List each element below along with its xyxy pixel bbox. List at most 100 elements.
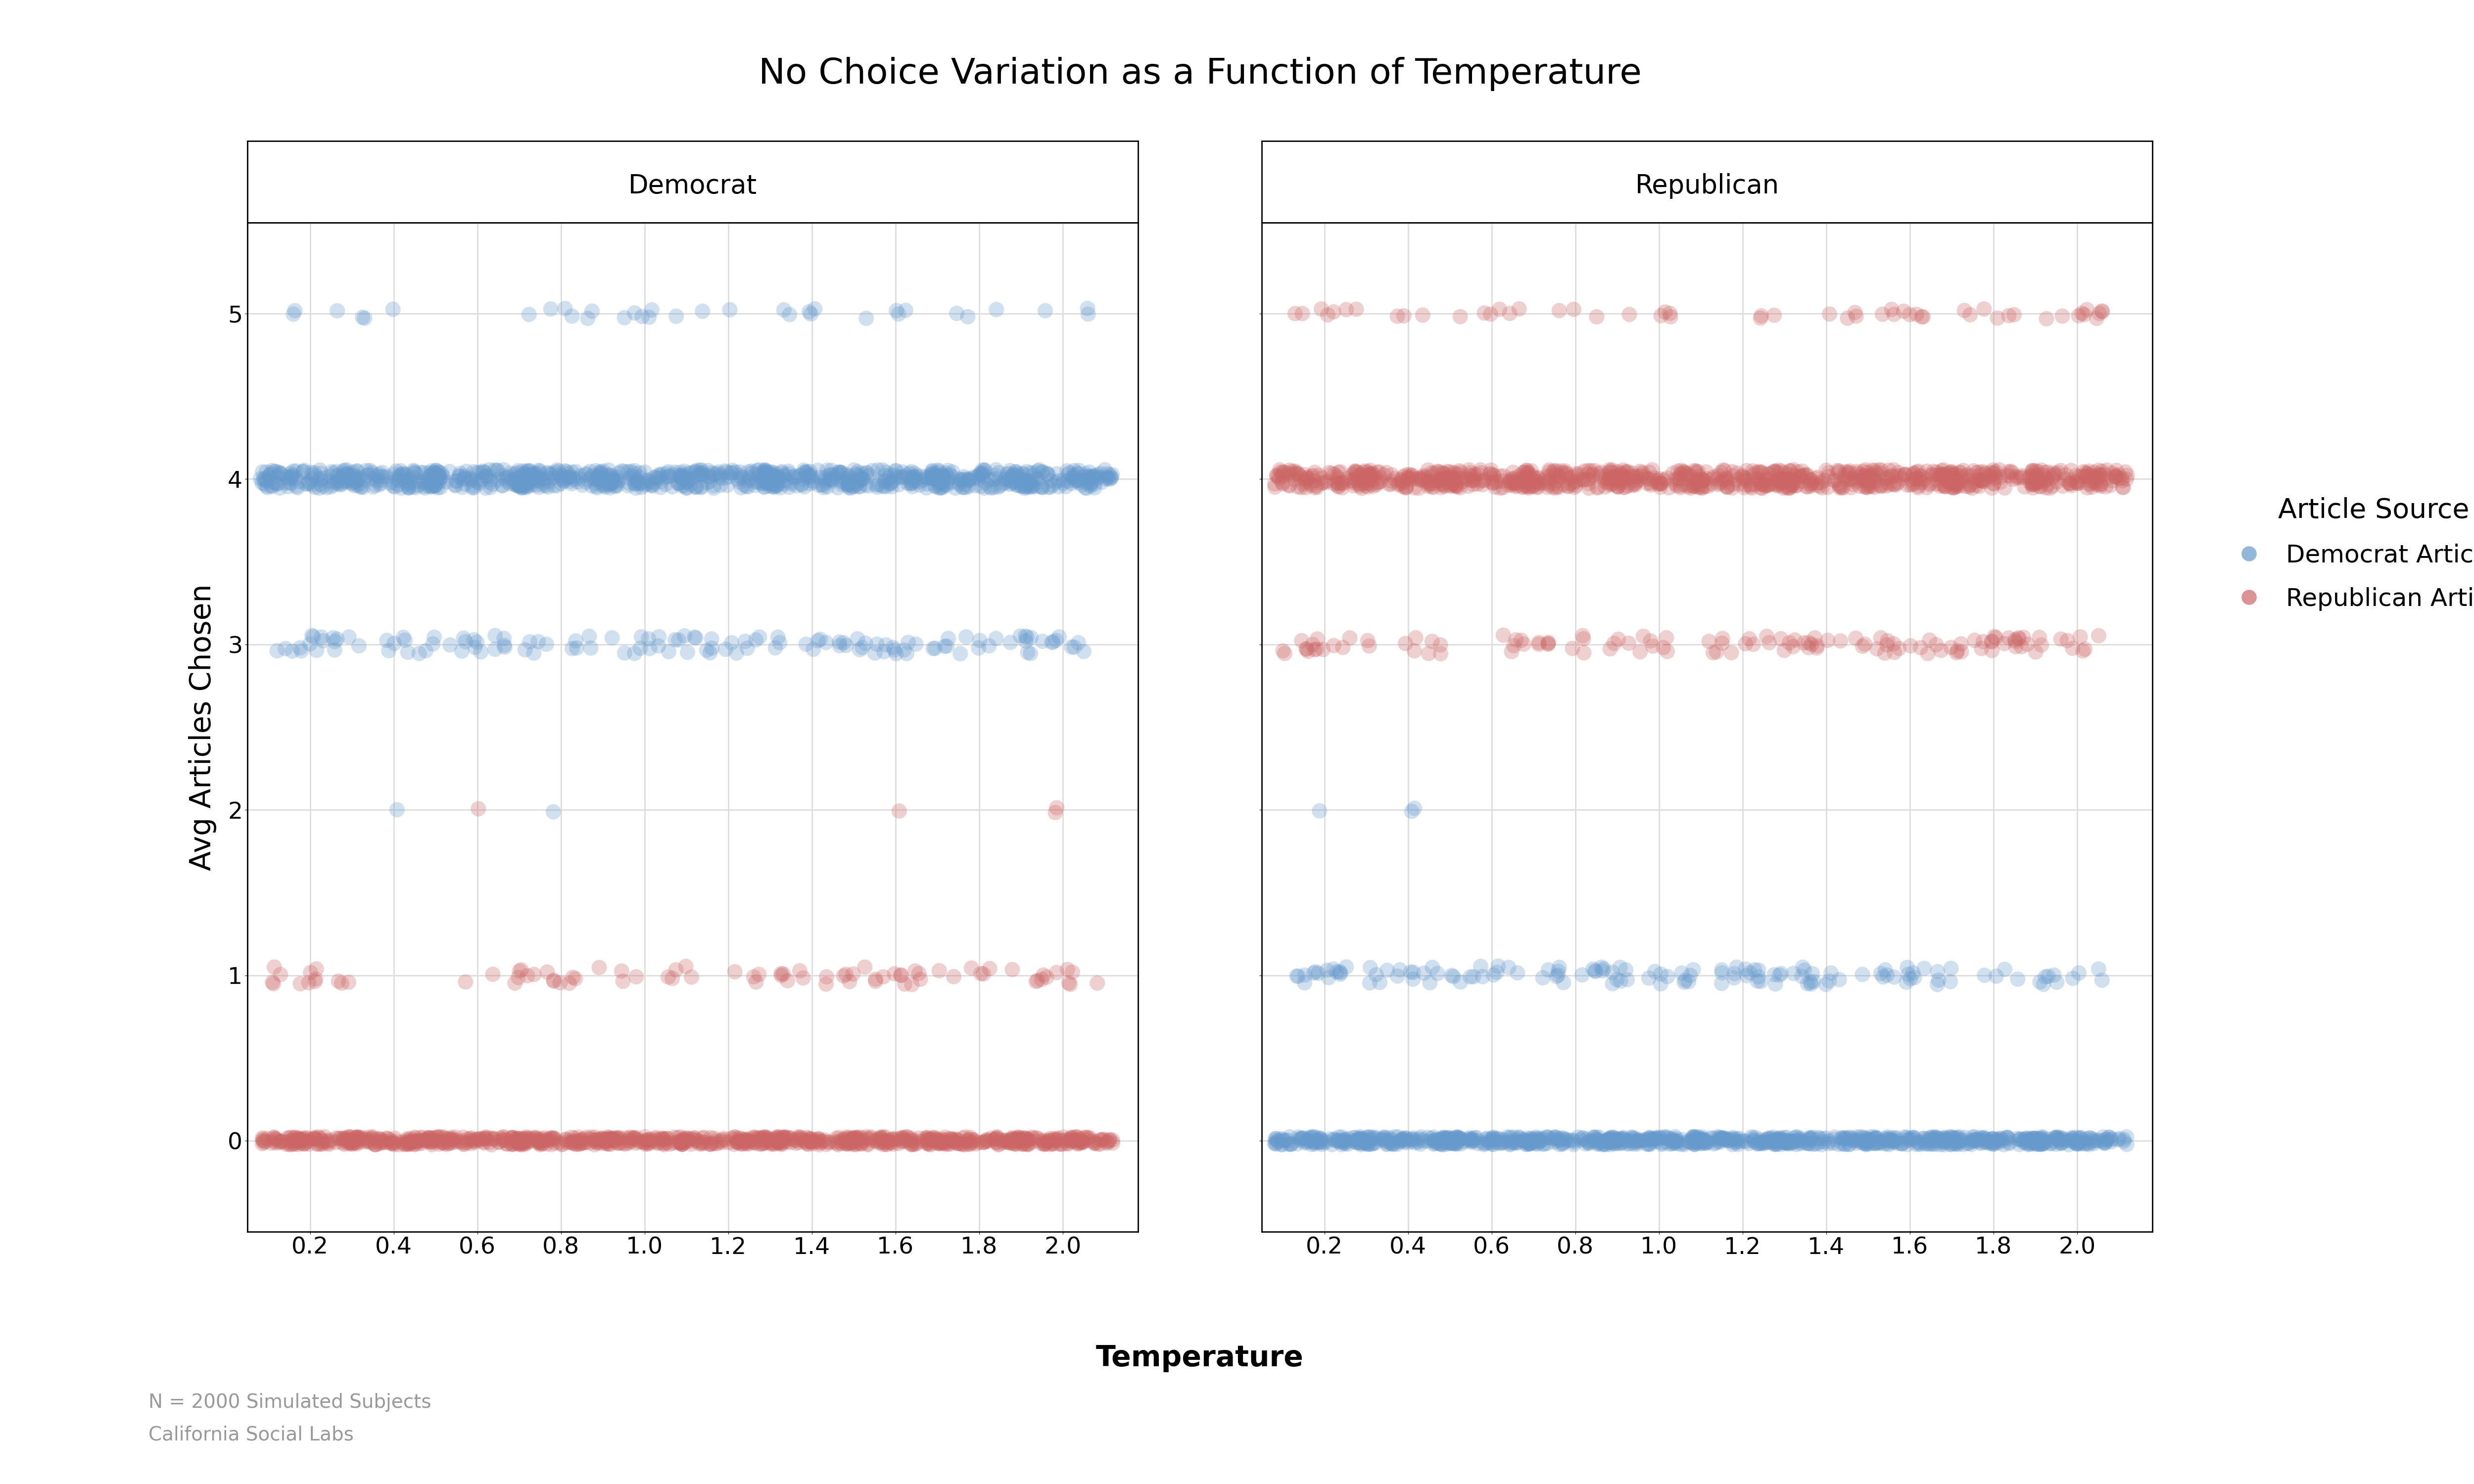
Point [769, 1125, 809, 1149]
Point [1346, 472, 1385, 496]
Point [562, 1129, 601, 1153]
Point [648, 640, 688, 663]
Point [1593, 469, 1633, 493]
Point [1257, 1126, 1296, 1150]
Point [1346, 467, 1385, 491]
Point [1257, 1128, 1296, 1152]
Point [782, 1128, 821, 1152]
Point [1507, 462, 1546, 485]
Point [1979, 459, 2019, 482]
Point [1069, 1126, 1108, 1150]
Point [1702, 972, 1742, 996]
Point [1724, 473, 1764, 497]
Point [742, 1131, 782, 1155]
Point [1675, 1132, 1714, 1156]
Point [2081, 472, 2120, 496]
Point [661, 460, 700, 484]
Point [1754, 1125, 1794, 1149]
Point [752, 1128, 792, 1152]
Point [1301, 1126, 1341, 1150]
Point [2056, 470, 2095, 494]
Point [841, 1132, 881, 1156]
Point [1828, 306, 1868, 329]
Point [990, 631, 1029, 654]
Point [824, 965, 863, 988]
Point [1608, 1129, 1648, 1153]
Point [873, 1128, 913, 1152]
Point [915, 464, 955, 488]
Point [764, 1125, 804, 1149]
Point [675, 1129, 715, 1153]
Point [943, 1132, 982, 1156]
Point [529, 1128, 569, 1152]
Point [1900, 472, 1940, 496]
Point [2083, 300, 2123, 324]
Point [522, 1128, 562, 1152]
Point [517, 1129, 557, 1153]
Point [507, 472, 547, 496]
Point [289, 971, 329, 994]
Point [918, 1129, 957, 1153]
Point [1635, 960, 1675, 984]
Point [1286, 637, 1326, 660]
Point [762, 962, 802, 985]
Point [445, 460, 485, 484]
Point [1502, 475, 1541, 499]
Point [408, 464, 448, 488]
Point [482, 473, 522, 497]
Point [255, 972, 294, 996]
Point [497, 1129, 537, 1153]
Point [1663, 1128, 1702, 1152]
Point [596, 1126, 636, 1150]
Point [784, 460, 824, 484]
Point [1079, 1132, 1118, 1156]
Point [1860, 626, 1900, 650]
Point [1665, 462, 1705, 485]
Point [708, 1131, 747, 1155]
Point [1700, 463, 1739, 487]
Point [688, 464, 727, 488]
Point [1873, 463, 1912, 487]
Point [1742, 472, 1781, 496]
Point [527, 1132, 567, 1156]
Point [1383, 1128, 1423, 1152]
Point [1903, 470, 1942, 494]
Point [648, 460, 688, 484]
Point [460, 1126, 500, 1150]
Point [505, 1132, 544, 1156]
Point [1418, 460, 1457, 484]
Point [2103, 1129, 2142, 1153]
Point [1608, 631, 1648, 654]
Point [1851, 1132, 1890, 1156]
Point [1338, 460, 1378, 484]
Point [1593, 459, 1633, 482]
Point [787, 632, 826, 656]
Point [510, 470, 549, 494]
Point [1870, 473, 1910, 497]
Point [495, 1126, 534, 1150]
Point [1682, 1128, 1722, 1152]
Point [1593, 1129, 1633, 1153]
Point [945, 476, 985, 500]
Point [334, 466, 374, 490]
Point [1826, 1132, 1865, 1156]
Point [421, 475, 460, 499]
Point [1051, 1126, 1091, 1150]
Point [1405, 962, 1445, 985]
Point [752, 472, 792, 496]
Point [512, 463, 552, 487]
Point [1442, 470, 1482, 494]
Point [1437, 473, 1477, 497]
Point [562, 1131, 601, 1155]
Point [2083, 1129, 2123, 1153]
Point [606, 1126, 646, 1150]
Point [581, 463, 621, 487]
Point [1282, 1128, 1321, 1152]
Point [1640, 467, 1680, 491]
Point [589, 1128, 628, 1152]
Point [1781, 464, 1821, 488]
Point [933, 470, 972, 494]
Point [1695, 1132, 1734, 1156]
Point [755, 470, 794, 494]
Point [1541, 1128, 1581, 1152]
